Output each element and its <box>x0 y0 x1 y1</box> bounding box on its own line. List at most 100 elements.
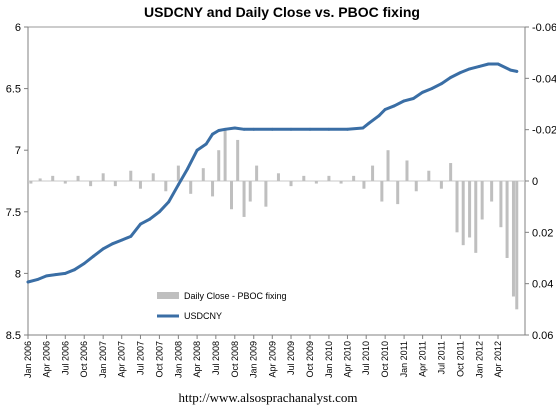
diff-bar <box>129 170 133 181</box>
legend: Daily Close - PBOC fixing USDCNY <box>157 291 287 321</box>
x-tick-label: Apr 2011 <box>418 341 428 377</box>
diff-bar <box>138 181 142 189</box>
diff-bar <box>511 181 515 297</box>
y-left-tick-label: 7 <box>15 145 21 157</box>
usdcny-point <box>412 97 415 100</box>
diff-bar <box>63 181 67 184</box>
usdcny-point <box>487 62 490 66</box>
x-tick-label: Jul 2008 <box>211 341 221 375</box>
y-right-tick-label: 0.06 <box>532 330 553 342</box>
usdcny-point <box>82 262 86 265</box>
diff-bar <box>461 181 465 246</box>
footer-url: http://www.alsosprachanalyst.com <box>179 390 358 405</box>
usdcny-point <box>289 127 293 131</box>
x-tick-label: Oct 2010 <box>380 341 390 378</box>
legend-label-diff: Daily Close - PBOC fixing <box>184 291 287 301</box>
diff-bar <box>468 181 472 238</box>
x-tick-label: Oct 2011 <box>455 341 465 377</box>
usdcny-point <box>45 274 48 278</box>
x-tick-label: Jul 2010 <box>361 341 371 375</box>
diff-bar <box>176 165 180 181</box>
diff-bar <box>201 168 205 181</box>
usdcny-point <box>177 183 180 187</box>
diff-bar <box>101 173 105 181</box>
y-right-tick-label: 0.02 <box>532 227 553 239</box>
diff-bar <box>113 181 117 187</box>
usdcny-point <box>367 121 371 125</box>
usdcny-point <box>148 217 152 221</box>
usdcny-point <box>346 127 349 131</box>
diff-bar <box>362 181 366 189</box>
y-right-tick-label: -0.06 <box>532 22 556 34</box>
x-tick-label: Jul 2011 <box>436 341 446 374</box>
x-tick-label: Apr 2012 <box>493 341 503 378</box>
y-right-ticks: -0.06 -0.04 -0.02 0 0.02 0.04 0.06 <box>525 22 556 342</box>
usdcny-point <box>361 126 365 130</box>
diff-bar <box>352 175 356 181</box>
y-right-tick-label: 0 <box>532 176 538 188</box>
usdcny-point <box>449 76 452 79</box>
usdcny-point <box>92 254 95 258</box>
diff-bar <box>499 181 503 228</box>
y-right-tick-label: -0.04 <box>532 73 556 85</box>
diff-bar <box>396 181 400 205</box>
diff-bar <box>76 175 80 181</box>
usdcny-point <box>242 127 246 131</box>
diff-bar <box>38 178 42 181</box>
x-tick-label: Jan 2008 <box>173 341 183 378</box>
diff-bar <box>255 165 259 181</box>
x-tick-label: Jan 2012 <box>474 341 484 378</box>
usdcny-point <box>204 142 208 146</box>
x-tick-label: Oct 2008 <box>230 341 240 378</box>
y-left-tick-label: 6.5 <box>6 84 21 96</box>
usdcny-point <box>327 127 331 131</box>
usdcny-point <box>158 210 161 214</box>
usdcny-point <box>211 132 214 136</box>
legend-swatch-diff <box>157 292 179 299</box>
diff-bar <box>449 163 453 181</box>
diff-bar <box>223 129 227 181</box>
diff-bar <box>276 173 280 181</box>
usdcny-point <box>308 127 312 131</box>
usdcny-point <box>217 129 221 132</box>
usdcny-point <box>111 242 114 246</box>
x-tick-label: Jan 2006 <box>23 341 33 378</box>
diff-bar <box>51 175 55 181</box>
usdcny-point <box>35 278 39 281</box>
diff-bar <box>151 173 155 181</box>
diff-bar <box>264 181 268 207</box>
diff-bar <box>236 139 240 181</box>
x-tick-label: Jan 2007 <box>98 341 108 378</box>
diff-bar <box>427 170 431 181</box>
diff-bar <box>211 181 215 197</box>
x-tick-label: Apr 2008 <box>192 341 202 378</box>
usdcny-point <box>458 71 462 74</box>
x-tick-label: Jan 2009 <box>249 341 259 378</box>
x-tick-label: Jul 2006 <box>60 341 70 375</box>
diff-bar <box>505 181 509 258</box>
chart-title: USDCNY and Daily Close vs. PBOC fixing <box>144 4 420 20</box>
diff-bar <box>380 181 384 202</box>
usdcny-point <box>252 127 256 131</box>
y-right-tick-label: -0.02 <box>532 125 556 137</box>
usdcny-point <box>223 127 227 131</box>
diff-bar <box>480 181 484 220</box>
usdcny-point <box>402 99 406 103</box>
x-tick-label: Jul 2007 <box>135 341 145 375</box>
diff-bar <box>217 150 221 181</box>
usdcny-point <box>430 87 434 90</box>
diff-bar <box>405 160 409 181</box>
x-tick-label: Apr 2007 <box>117 341 127 378</box>
diff-bar <box>164 181 168 192</box>
diff-bar <box>414 181 418 192</box>
usdcny-point <box>270 127 274 131</box>
diff-bar <box>386 150 390 181</box>
x-tick-label: Apr 2010 <box>342 341 352 378</box>
usdcny-point <box>377 114 381 118</box>
usdcny-point <box>167 200 171 204</box>
diff-bar <box>339 181 343 184</box>
usdcny-point <box>383 108 387 111</box>
diff-bar <box>189 181 193 194</box>
y-left-ticks: 6 6.5 7 7.5 8 8.5 <box>6 22 28 342</box>
x-tick-label: Oct 2007 <box>154 341 164 378</box>
